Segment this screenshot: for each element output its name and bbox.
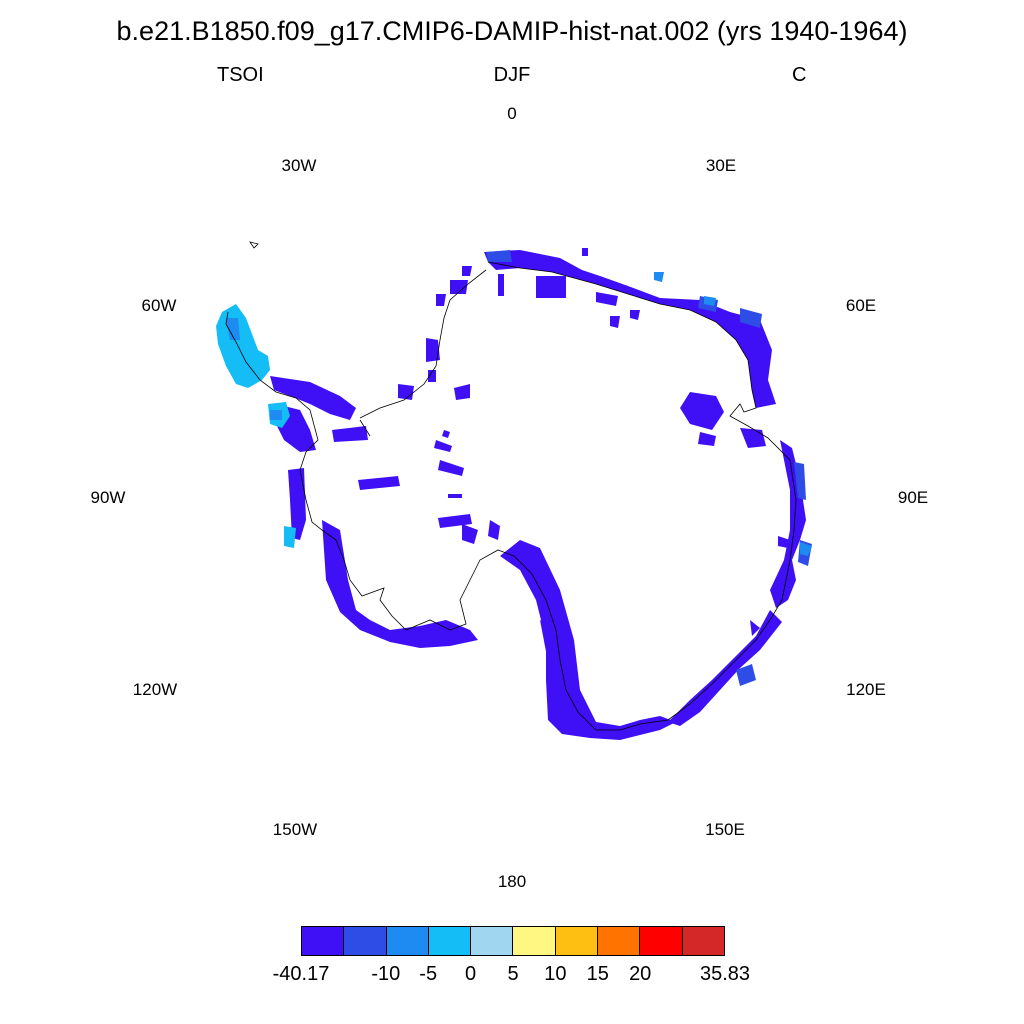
lon-label-60w: 60W (141, 296, 177, 315)
colorbar-box-6 (555, 927, 599, 955)
lon-label-0: 0 (507, 104, 517, 123)
colorbar-label-1: -10 (371, 963, 401, 985)
lon-label-120w: 120W (132, 680, 178, 699)
colorbar-label-0: -40.17 (272, 963, 330, 985)
units-label: C (792, 64, 807, 86)
season-label: DJF (493, 64, 531, 86)
colorbar-box-3 (428, 927, 472, 955)
lon-label-120e: 120E (846, 680, 886, 699)
colorbar-label-4: 5 (507, 963, 519, 985)
colorbar-label-2: -5 (419, 963, 438, 985)
coastal-cells-west (270, 248, 790, 648)
lon-label-30w: 30W (281, 156, 317, 175)
colorbar-label-7: 20 (629, 963, 652, 985)
peninsula-cells-blue (226, 318, 282, 420)
colorbar-label-3: 0 (465, 963, 477, 985)
colorbar-box-8 (640, 927, 683, 955)
lon-label-60e: 60E (845, 296, 877, 315)
lon-label-150w: 150W (272, 820, 318, 839)
colorbar-box-5 (513, 927, 556, 955)
lon-label-30e: 30E (705, 156, 737, 175)
colorbar-box-9 (682, 927, 724, 955)
colorbar-box-1 (344, 927, 387, 955)
map-title: b.e21.B1850.f09_g17.CMIP6-DAMIP-hist-nat… (116, 16, 908, 46)
lon-label-90w: 90W (90, 488, 126, 507)
colorbar (301, 926, 725, 956)
coastline (225, 241, 797, 731)
variable-label: TSOI (217, 64, 264, 86)
colorbar-box-2 (386, 927, 429, 955)
lon-label-180: 180 (497, 872, 527, 891)
colorbar-box-0 (302, 927, 345, 955)
colorbar-label-5: 10 (544, 963, 567, 985)
colorbar-label-8: 35.83 (699, 963, 751, 985)
coastal-cells-east-blue (486, 250, 812, 686)
coastal-cells-east-light (654, 272, 812, 556)
colorbar-box-7 (598, 927, 641, 955)
lon-label-150e: 150E (705, 820, 745, 839)
colorbar-box-4 (471, 927, 514, 955)
colorbar-label-6: 15 (586, 963, 609, 985)
lon-label-90e: 90E (897, 488, 929, 507)
